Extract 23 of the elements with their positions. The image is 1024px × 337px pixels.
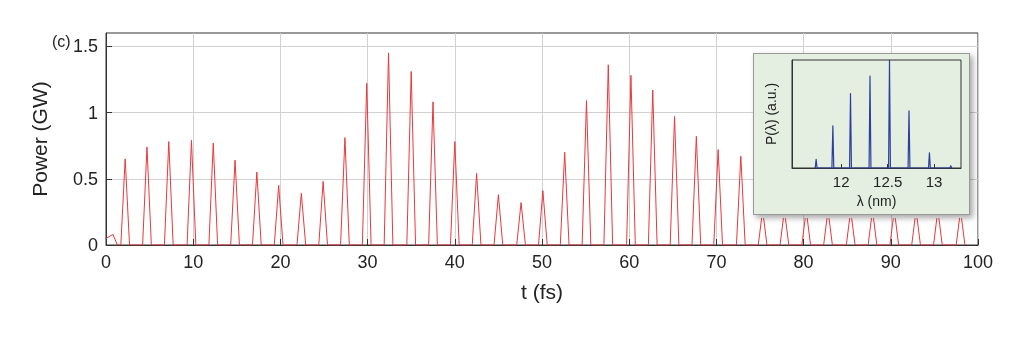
x-tick-label: 50: [531, 252, 553, 272]
x-axis-title: t (fs): [521, 280, 563, 303]
x-tick-label: 12.5: [873, 173, 903, 190]
x-tick-label: 20: [270, 252, 291, 272]
y-tick-label: 0.5: [72, 168, 98, 189]
x-tick-label: 60: [619, 252, 640, 272]
x-tick-label: 0: [100, 252, 112, 272]
x-tick-label: 80: [793, 252, 814, 272]
x-tick-label: 13: [925, 173, 943, 190]
y-axis-title: P(λ) (a.u.): [763, 82, 779, 146]
text: (c): [52, 32, 71, 50]
x-tick-label: 90: [880, 252, 901, 272]
x-tick-label: 12: [832, 173, 850, 190]
x-tick-label: 30: [357, 252, 378, 272]
y-tick-label: 1.5: [72, 36, 98, 57]
x-tick-label: 100: [962, 252, 994, 272]
x-tick-label: 10: [183, 252, 204, 272]
x-axis-title: λ (nm): [856, 192, 897, 209]
y-axis-title: Power (GW): [28, 81, 51, 197]
y-tick-label: 0: [87, 235, 98, 255]
x-tick-label: 40: [444, 252, 465, 272]
y-tick-label: 1: [87, 102, 98, 123]
x-tick-label: 70: [706, 252, 727, 272]
